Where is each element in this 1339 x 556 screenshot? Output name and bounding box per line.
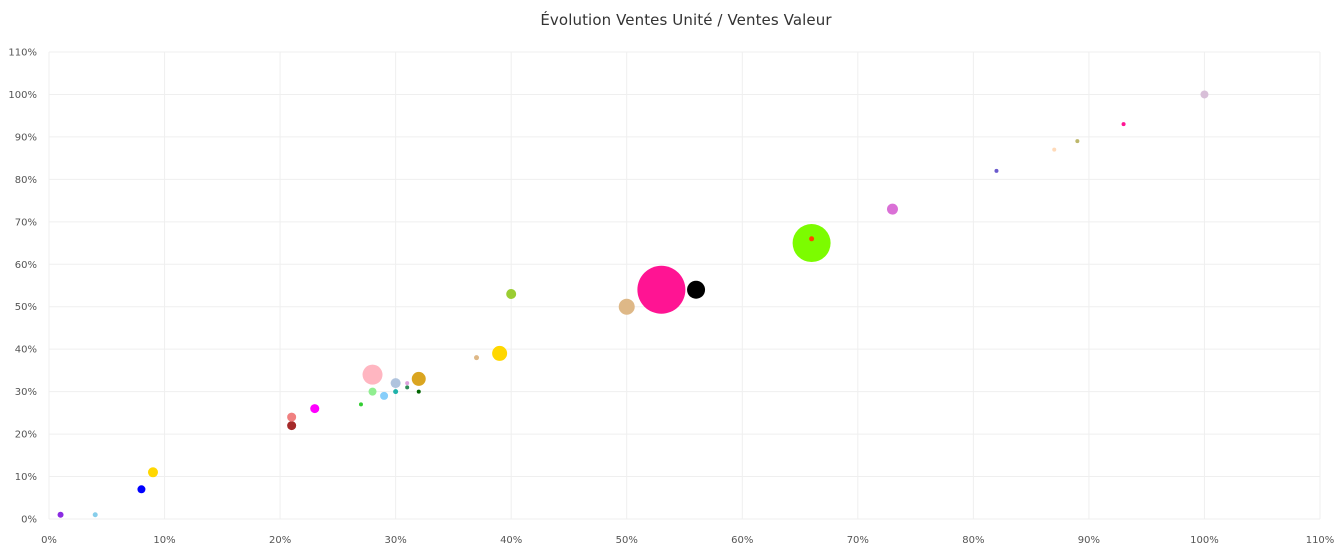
y-tick-label: 40% [15,345,37,356]
scatter-point [1200,90,1209,99]
y-tick-label: 30% [15,387,37,398]
scatter-point [393,389,399,395]
y-tick-label: 80% [15,175,37,186]
y-tick-label: 110% [8,48,37,59]
scatter-point [1075,139,1080,144]
scatter-point [405,385,410,390]
x-tick-label: 110% [1306,535,1335,546]
scatter-point [390,378,401,389]
x-tick-label: 70% [847,535,869,546]
scatter-point [792,224,831,263]
scatter-point [362,364,383,385]
x-tick-label: 60% [731,535,753,546]
scatter-point [92,512,98,518]
scatter-point [1052,147,1057,152]
x-tick-label: 50% [616,535,638,546]
scatter-point [57,511,64,518]
x-tick-label: 30% [385,535,407,546]
scatter-point [474,355,480,361]
scatter-point [1121,122,1126,127]
x-tick-label: 20% [269,535,291,546]
y-tick-label: 70% [15,217,37,228]
y-tick-label: 20% [15,430,37,441]
x-tick-label: 100% [1190,535,1219,546]
y-tick-label: 0% [21,515,37,526]
scatter-point [405,381,410,386]
chart-title: Évolution Ventes Unité / Ventes Valeur [540,11,832,29]
x-tick-label: 0% [41,535,57,546]
scatter-point [287,421,297,431]
y-tick-label: 60% [15,260,37,271]
scatter-point [886,203,898,215]
x-tick-label: 80% [962,535,984,546]
y-tick-label: 100% [8,90,37,101]
x-tick-label: 10% [153,535,175,546]
scatter-point [994,168,999,173]
scatter-point [618,298,635,315]
x-tick-label: 40% [500,535,522,546]
scatter-point [147,467,158,478]
scatter-point [492,345,508,361]
scatter-point [310,404,320,414]
scatter-point [287,412,297,422]
scatter-point [411,371,426,386]
scatter-point [368,387,377,396]
y-tick-label: 50% [15,302,37,313]
scatter-point [358,402,363,407]
scatter-point [809,236,815,242]
scatter-point [506,288,517,299]
scatter-point [687,280,706,299]
scatter-point [137,485,146,494]
scatter-point [637,265,686,314]
scatter-point [416,389,421,394]
x-tick-label: 90% [1078,535,1100,546]
y-tick-label: 90% [15,132,37,143]
y-tick-label: 10% [15,472,37,483]
scatter-point [380,391,389,400]
